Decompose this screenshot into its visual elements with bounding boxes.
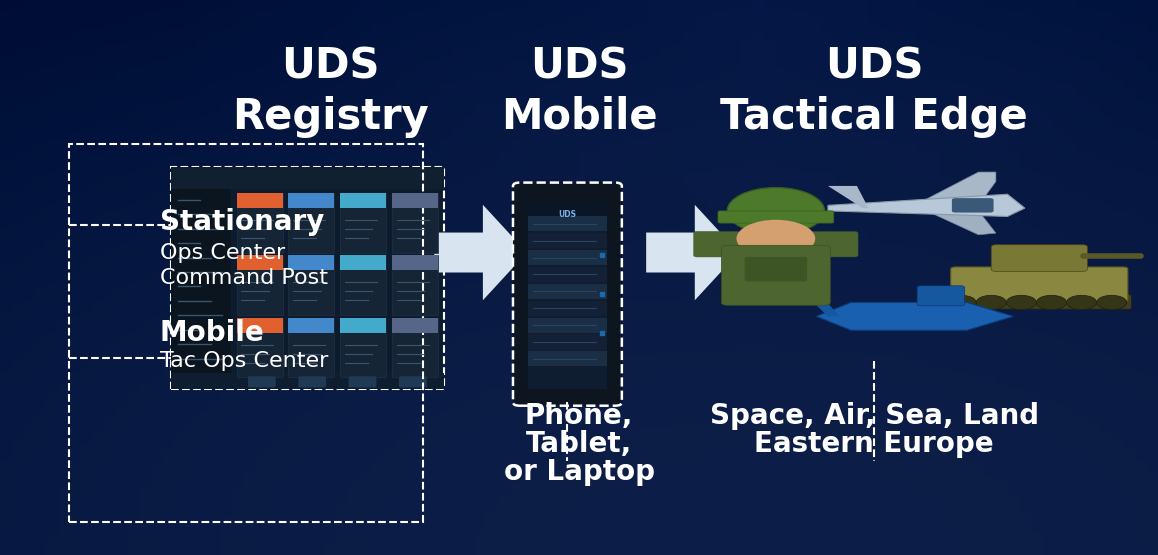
Text: Space, Air, Sea, Land: Space, Air, Sea, Land <box>710 402 1039 430</box>
FancyBboxPatch shape <box>171 166 444 189</box>
Circle shape <box>1036 295 1067 310</box>
FancyBboxPatch shape <box>288 318 335 377</box>
Text: UDS: UDS <box>529 46 629 88</box>
Text: or Laptop: or Laptop <box>504 458 654 486</box>
FancyBboxPatch shape <box>528 301 607 316</box>
FancyBboxPatch shape <box>171 373 444 388</box>
FancyBboxPatch shape <box>171 166 232 388</box>
Polygon shape <box>909 172 996 208</box>
Text: UDS: UDS <box>824 46 924 88</box>
Text: Stationary: Stationary <box>160 208 324 236</box>
Text: UDS: UDS <box>280 46 380 88</box>
FancyBboxPatch shape <box>340 318 387 333</box>
Circle shape <box>727 188 824 234</box>
FancyBboxPatch shape <box>528 284 607 299</box>
Text: Tablet,: Tablet, <box>526 430 632 458</box>
Text: Ops Center: Ops Center <box>160 243 285 263</box>
FancyBboxPatch shape <box>393 193 438 253</box>
FancyBboxPatch shape <box>288 255 335 270</box>
FancyBboxPatch shape <box>393 255 438 315</box>
Polygon shape <box>805 294 840 316</box>
Circle shape <box>976 295 1006 310</box>
FancyBboxPatch shape <box>393 318 438 333</box>
FancyBboxPatch shape <box>236 318 283 333</box>
FancyBboxPatch shape <box>288 318 335 333</box>
Circle shape <box>736 220 815 258</box>
Text: Phone,: Phone, <box>525 402 633 430</box>
FancyBboxPatch shape <box>393 255 438 270</box>
FancyBboxPatch shape <box>991 245 1087 271</box>
FancyBboxPatch shape <box>340 193 387 253</box>
FancyBboxPatch shape <box>809 231 858 257</box>
FancyBboxPatch shape <box>236 255 283 315</box>
FancyBboxPatch shape <box>236 193 283 253</box>
Polygon shape <box>921 208 996 235</box>
FancyBboxPatch shape <box>528 250 607 265</box>
FancyBboxPatch shape <box>952 198 994 213</box>
FancyBboxPatch shape <box>528 317 607 332</box>
FancyBboxPatch shape <box>340 193 387 208</box>
Text: UDS: UDS <box>558 210 577 219</box>
FancyBboxPatch shape <box>340 255 387 270</box>
FancyBboxPatch shape <box>171 166 444 388</box>
FancyBboxPatch shape <box>951 267 1128 302</box>
FancyBboxPatch shape <box>528 203 607 225</box>
Text: Mobile: Mobile <box>500 95 658 138</box>
Circle shape <box>946 295 976 310</box>
FancyBboxPatch shape <box>400 376 427 387</box>
FancyBboxPatch shape <box>299 376 327 387</box>
FancyBboxPatch shape <box>528 233 607 248</box>
FancyBboxPatch shape <box>236 193 283 208</box>
Polygon shape <box>816 302 1013 330</box>
Text: Command Post: Command Post <box>160 268 328 287</box>
FancyBboxPatch shape <box>528 216 607 231</box>
Circle shape <box>1006 295 1036 310</box>
Text: Eastern Europe: Eastern Europe <box>755 430 994 458</box>
FancyBboxPatch shape <box>393 193 438 208</box>
FancyBboxPatch shape <box>340 318 387 377</box>
Polygon shape <box>646 205 739 300</box>
FancyBboxPatch shape <box>349 376 376 387</box>
FancyBboxPatch shape <box>513 183 622 406</box>
FancyBboxPatch shape <box>236 318 283 377</box>
Polygon shape <box>828 194 1025 216</box>
FancyBboxPatch shape <box>248 376 276 387</box>
FancyBboxPatch shape <box>694 231 742 257</box>
Text: Mobile: Mobile <box>160 319 264 347</box>
FancyBboxPatch shape <box>236 255 283 270</box>
FancyBboxPatch shape <box>288 193 335 208</box>
FancyBboxPatch shape <box>288 193 335 253</box>
FancyBboxPatch shape <box>528 335 607 350</box>
FancyBboxPatch shape <box>721 245 830 305</box>
FancyBboxPatch shape <box>528 351 607 366</box>
FancyBboxPatch shape <box>340 255 387 315</box>
Circle shape <box>1097 295 1127 310</box>
FancyBboxPatch shape <box>528 267 607 282</box>
Text: Registry: Registry <box>232 95 428 138</box>
FancyBboxPatch shape <box>528 203 607 390</box>
FancyBboxPatch shape <box>288 255 335 315</box>
FancyBboxPatch shape <box>718 211 834 223</box>
FancyBboxPatch shape <box>393 318 438 377</box>
FancyBboxPatch shape <box>947 295 1131 309</box>
Circle shape <box>1067 295 1097 310</box>
Text: Tac Ops Center: Tac Ops Center <box>160 351 328 371</box>
Polygon shape <box>828 186 868 208</box>
Text: Tactical Edge: Tactical Edge <box>720 95 1028 138</box>
FancyBboxPatch shape <box>917 286 965 306</box>
FancyBboxPatch shape <box>745 257 807 281</box>
Polygon shape <box>434 205 527 300</box>
